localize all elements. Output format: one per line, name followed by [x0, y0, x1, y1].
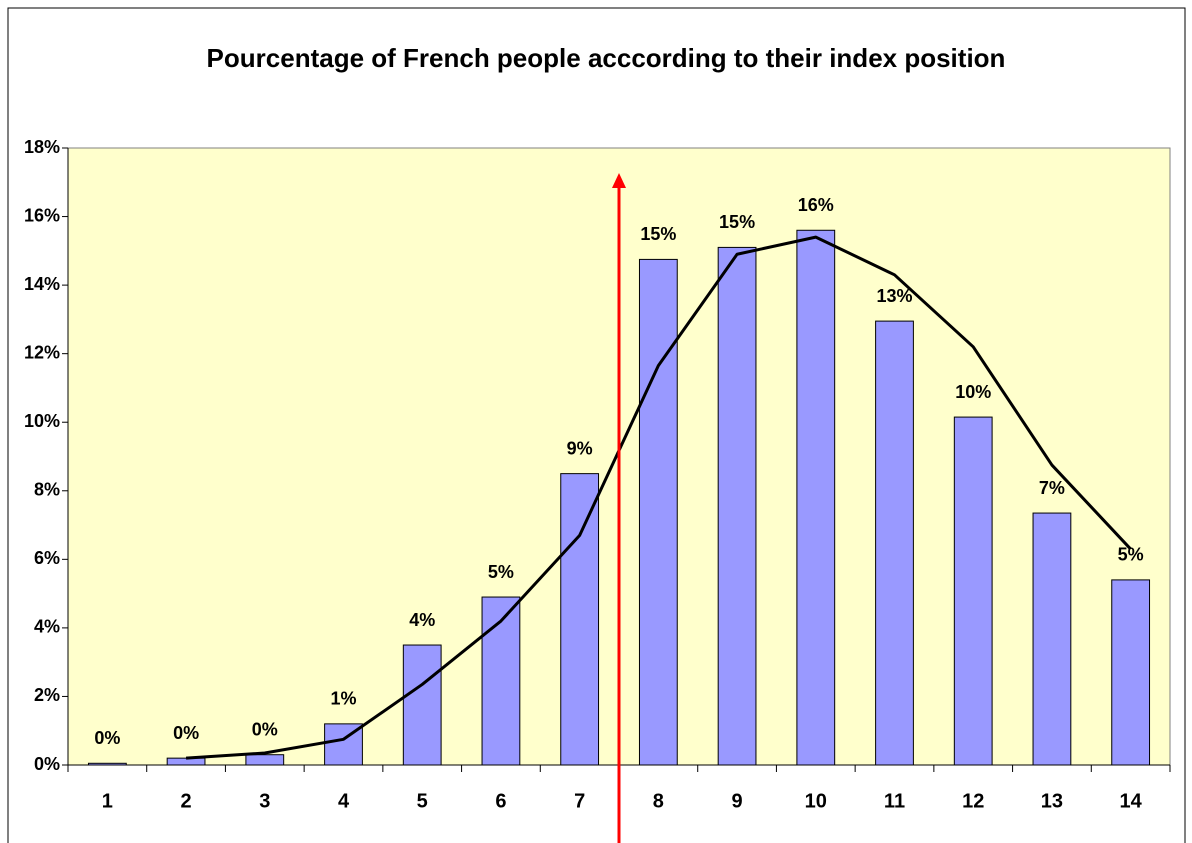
data-label: 1%	[330, 689, 356, 709]
x-tick-label: 13	[1041, 790, 1063, 812]
x-tick-label: 2	[181, 790, 192, 812]
bar	[245, 754, 285, 766]
x-tick-label: 9	[732, 790, 743, 812]
y-tick-label: 8%	[34, 480, 60, 500]
bar	[1111, 579, 1151, 766]
data-label: 10%	[955, 382, 991, 402]
y-tick-label: 4%	[34, 617, 60, 637]
y-tick-label: 0%	[34, 754, 60, 774]
bar	[402, 644, 442, 766]
bar	[875, 320, 914, 766]
chart-title: Pourcentage of French people acccording …	[206, 43, 1006, 73]
y-tick-label: 16%	[24, 205, 60, 225]
annotation-arrow-head	[612, 173, 626, 188]
bar	[166, 757, 206, 766]
data-label: 15%	[640, 224, 676, 244]
x-tick-label: 14	[1120, 790, 1143, 812]
data-label: 4%	[409, 610, 435, 630]
x-tick-label: 12	[962, 790, 984, 812]
x-tick-label: 4	[338, 790, 350, 812]
y-tick-label: 12%	[24, 342, 60, 362]
x-tick-label: 5	[417, 790, 428, 812]
data-label: 0%	[173, 723, 199, 743]
line	[185, 235, 1132, 760]
x-tick-label: 8	[653, 790, 664, 812]
data-label: 9%	[567, 438, 593, 458]
y-tick-label: 6%	[34, 548, 60, 568]
data-label: 0%	[94, 728, 120, 748]
data-label: 5%	[1118, 545, 1144, 565]
bar	[638, 258, 678, 766]
y-tick-label: 2%	[34, 685, 60, 705]
data-label: 7%	[1039, 478, 1065, 498]
bar	[481, 596, 521, 766]
x-tick-label: 10	[805, 790, 827, 812]
data-label: 5%	[488, 562, 514, 582]
y-tick-label: 14%	[24, 274, 60, 294]
x-tick-label: 7	[574, 790, 585, 812]
y-tick-label: 18%	[24, 137, 60, 157]
x-tick-label: 1	[102, 790, 113, 812]
bar	[87, 762, 127, 766]
bar	[796, 229, 836, 766]
bar	[1032, 512, 1072, 766]
x-tick-label: 6	[495, 790, 506, 812]
bar	[953, 416, 993, 766]
bar	[560, 473, 600, 766]
data-label: 15%	[719, 212, 755, 232]
data-label: 13%	[876, 286, 912, 306]
x-tick-label: 11	[884, 790, 905, 812]
data-label: 0%	[252, 719, 278, 739]
y-tick-label: 10%	[24, 411, 60, 431]
bar	[717, 246, 757, 766]
x-tick-label: 3	[259, 790, 270, 812]
data-label: 16%	[798, 195, 834, 215]
